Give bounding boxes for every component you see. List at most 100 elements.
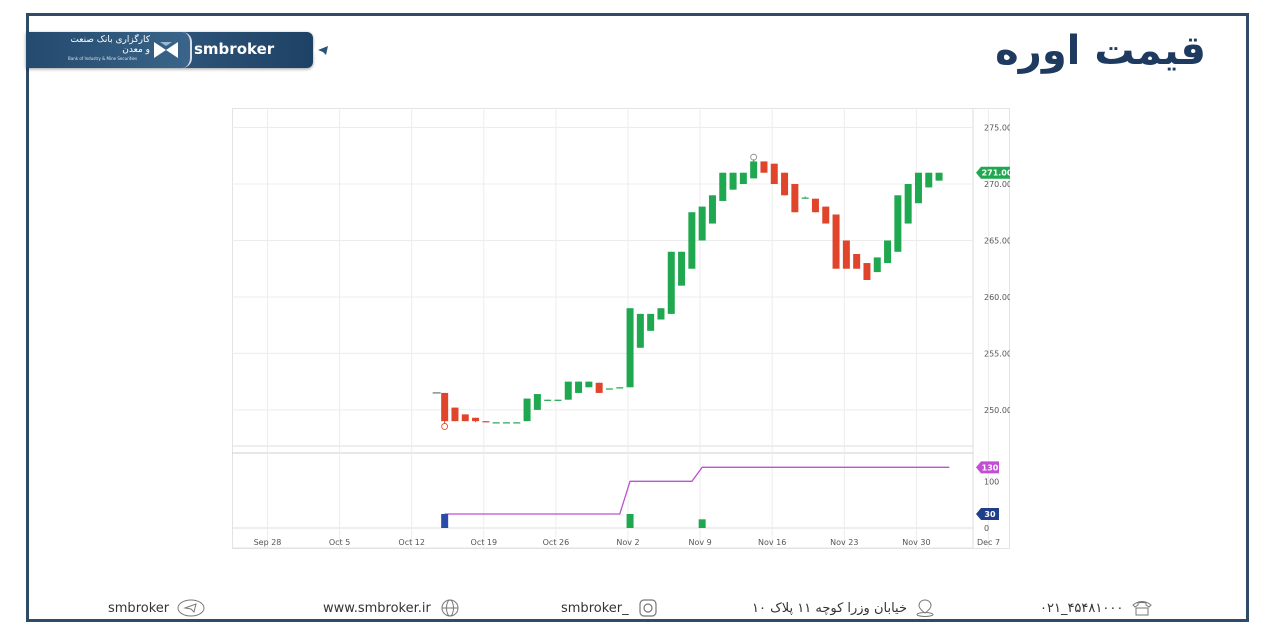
candle-body <box>719 172 727 201</box>
footer-phone[interactable]: ۰۲۱_۴۵۴۸۱۰۰۰ <box>1040 599 1153 617</box>
footer-instagram[interactable]: smbroker_ <box>561 599 659 617</box>
x-tick-label: Nov 23 <box>830 538 858 547</box>
candle-body <box>863 263 871 280</box>
footer-website-label: www.smbroker.ir <box>323 600 431 616</box>
candle-body <box>914 172 922 204</box>
telegram-icon <box>314 41 332 59</box>
candle-body <box>544 399 552 401</box>
phone-icon <box>1132 601 1153 616</box>
candle-body <box>482 421 490 423</box>
candle-body <box>626 308 634 388</box>
candle-body <box>688 212 696 269</box>
volume-value-label: 130 <box>982 463 999 472</box>
x-tick-label: Nov 30 <box>902 538 930 547</box>
candle-body <box>894 195 902 252</box>
candle-body <box>801 197 809 199</box>
last-price-badge <box>976 166 1013 179</box>
candle-body <box>739 172 747 185</box>
chart-border <box>232 108 1010 549</box>
telegram-icon <box>177 599 205 617</box>
volume-value-label: 30 <box>984 510 996 519</box>
candle-body <box>636 313 644 348</box>
candle-body <box>564 381 572 400</box>
last-price-label: 271.00 <box>982 169 1010 178</box>
candle-body <box>708 195 716 224</box>
volume-bar <box>626 514 634 528</box>
candle-body <box>822 206 830 224</box>
x-tick-label: Dec 7 <box>977 538 1000 547</box>
bank-logo: کارگزاری بانک صنعت و معدن Bank of Indust… <box>26 32 192 68</box>
candle-body <box>502 422 510 424</box>
candle-body <box>853 254 861 269</box>
candle-body <box>873 257 881 273</box>
y-tick-label: 255.00 <box>984 349 1010 358</box>
candle-body <box>750 161 758 179</box>
volume-value-badge <box>976 461 999 474</box>
candle-body <box>904 184 912 224</box>
location-icon <box>916 599 934 617</box>
candle-body <box>492 422 500 424</box>
logo-text-fa: کارگزاری بانک صنعت و معدن <box>70 35 150 55</box>
candle-body <box>441 392 449 422</box>
footer-website[interactable]: www.smbroker.ir <box>323 599 461 617</box>
volume-bar <box>698 519 706 528</box>
candle-body <box>925 172 933 188</box>
candle-body <box>832 214 840 269</box>
candle-body <box>575 381 583 393</box>
y-tick-label: 275.00 <box>984 124 1010 133</box>
x-tick-label: Nov 9 <box>688 538 711 547</box>
candle-body <box>533 394 541 410</box>
globe-icon <box>441 599 459 617</box>
candle-body <box>760 161 768 173</box>
candle-body <box>585 381 593 388</box>
candle-body <box>791 184 799 213</box>
footer-phone-label: ۰۲۱_۴۵۴۸۱۰۰۰ <box>1040 600 1124 616</box>
candle-body <box>770 163 778 185</box>
logo-banner: کارگزاری بانک صنعت و معدن Bank of Indust… <box>26 32 332 68</box>
high-marker <box>750 153 758 161</box>
volume-line <box>444 466 950 515</box>
y-tick-label: 265.00 <box>984 236 1010 245</box>
x-tick-label: Sep 28 <box>254 538 282 547</box>
candle-body <box>935 172 943 181</box>
footer-instagram-label: smbroker_ <box>561 600 629 616</box>
candle-body <box>647 313 655 331</box>
footer-telegram[interactable]: smbroker <box>108 599 205 617</box>
volume-pane <box>441 466 950 528</box>
footer-address: خیابان وزرا کوچه ۱۱ پلاک ۱۰ <box>752 599 935 617</box>
candle-body <box>523 398 531 422</box>
candle-body <box>842 240 850 269</box>
brand-name: smbroker <box>194 40 275 58</box>
candle-body <box>554 399 562 401</box>
x-tick-label: Oct 19 <box>471 538 498 547</box>
candle-body <box>461 414 469 422</box>
logo-text-en: Bank of Industry & Mine Securities <box>68 56 138 61</box>
x-tick-label: Nov 2 <box>616 538 639 547</box>
x-tick-label: Nov 16 <box>758 538 786 547</box>
instagram-icon <box>639 599 657 617</box>
footer-address-label: خیابان وزرا کوچه ۱۱ پلاک ۱۰ <box>752 600 908 616</box>
candle-body <box>667 251 675 314</box>
candle-body <box>451 407 459 422</box>
candle-body <box>729 172 737 190</box>
candle-body <box>595 382 603 393</box>
candle-body <box>884 240 892 264</box>
candle-body <box>605 388 613 390</box>
low-marker <box>441 423 449 430</box>
candle-body <box>657 308 665 320</box>
volume-tick-label: 100 <box>984 477 999 486</box>
y-tick-label: 260.00 <box>984 293 1010 302</box>
page-title: قیمت اوره <box>995 28 1206 74</box>
price-chart: 275.00 270.00 265.00 260.00 255.00 250.00 Sep … <box>232 102 1147 549</box>
volume-tick-label: 0 <box>984 524 989 533</box>
footer-telegram-label: smbroker <box>108 600 170 616</box>
candle-body <box>781 172 789 196</box>
volume-value-badge <box>976 508 999 520</box>
x-tick-label: Oct 5 <box>329 538 350 547</box>
y-tick-label: 270.00 <box>984 180 1010 189</box>
x-tick-label: Oct 26 <box>543 538 570 547</box>
candles <box>432 153 943 430</box>
candle-body <box>698 206 706 241</box>
volume-bar <box>441 514 449 528</box>
axes: 275.00 270.00 265.00 260.00 255.00 250.00 Sep … <box>254 124 1147 547</box>
